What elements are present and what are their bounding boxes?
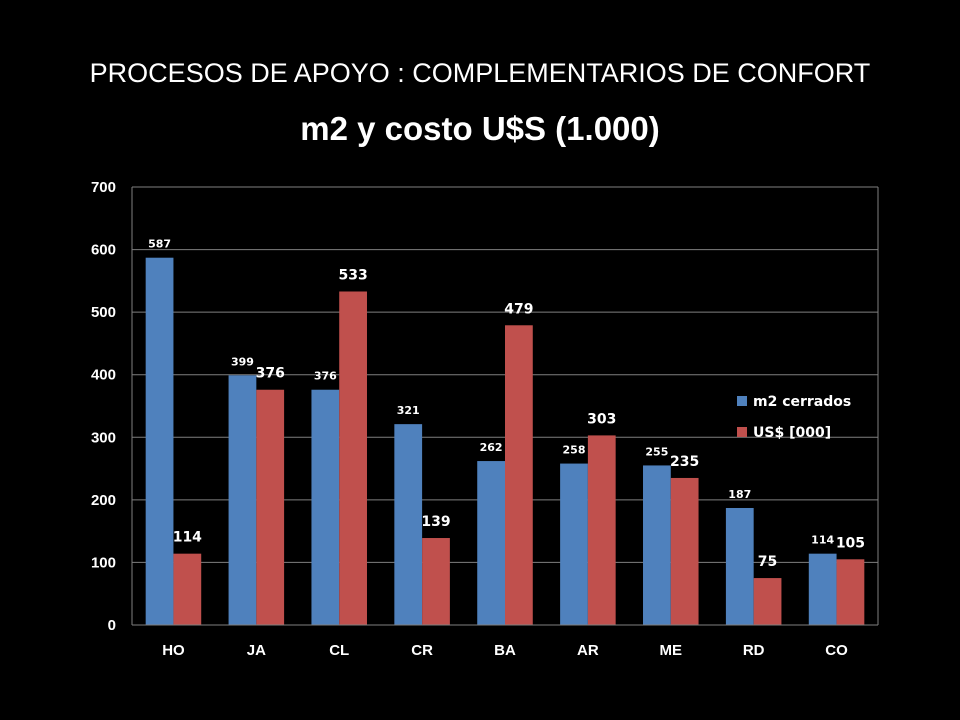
bar-usd-ja [256, 389, 285, 625]
bar-usd-co [836, 559, 865, 625]
bar-m2-me [643, 465, 671, 625]
y-tick-label: 600 [91, 242, 116, 259]
data-label: 258 [563, 444, 586, 457]
bar-usd-cl [339, 291, 367, 625]
bar-m2-rd [725, 507, 754, 625]
x-tick-label: BA [494, 642, 516, 659]
x-tick-label: CL [329, 642, 349, 659]
legend-swatch [737, 427, 747, 437]
y-tick-label: 0 [108, 617, 116, 634]
y-tick-label: 100 [91, 554, 116, 571]
x-tick-label: CR [411, 642, 433, 659]
data-label: 187 [728, 488, 751, 501]
bar-usd-rd [753, 578, 782, 625]
bar-usd-ba [505, 325, 533, 625]
data-label: 262 [480, 441, 503, 454]
bar-usd-ar [587, 435, 616, 625]
legend-label: m2 cerrados [753, 394, 851, 410]
data-label: 376 [256, 366, 285, 382]
x-tick-label: AR [577, 642, 599, 659]
y-tick-label: 500 [91, 304, 116, 321]
x-tick-label: JA [247, 642, 266, 659]
x-tick-label: RD [743, 642, 765, 659]
data-label: 399 [231, 355, 254, 368]
bar-usd-ho [173, 553, 202, 625]
data-label: 105 [836, 535, 865, 551]
data-label: 321 [397, 404, 420, 417]
bar-m2-co [808, 553, 837, 625]
y-tick-label: 200 [91, 492, 116, 509]
bar-m2-cr [394, 424, 423, 625]
bar-m2-ho [145, 257, 174, 625]
x-tick-label: CO [825, 642, 848, 659]
y-tick-label: 400 [91, 367, 116, 384]
legend-swatch [737, 396, 747, 406]
bar-m2-ar [560, 463, 588, 625]
bar-m2-cl [311, 389, 340, 625]
data-label: 139 [421, 514, 450, 530]
data-label: 114 [173, 530, 202, 546]
bar-m2-ja [228, 375, 257, 625]
data-label: 255 [645, 445, 668, 458]
data-label: 479 [504, 301, 533, 317]
data-label: 376 [314, 370, 337, 383]
bar-usd-me [670, 477, 699, 625]
legend-label: US$ [000] [753, 425, 831, 441]
data-label: 533 [338, 267, 367, 283]
data-label: 114 [811, 534, 834, 547]
y-tick-label: 300 [91, 429, 116, 446]
x-tick-label: HO [162, 642, 185, 659]
data-label: 235 [670, 454, 699, 470]
bar-m2-ba [477, 461, 505, 625]
chart-title: m2 y costo U$S (1.000) [300, 110, 660, 147]
slide-title: PROCESOS DE APOYO : COMPLEMENTARIOS DE C… [89, 58, 871, 88]
data-label: 303 [587, 411, 616, 427]
x-tick-label: ME [660, 642, 683, 659]
bar-usd-cr [422, 538, 450, 625]
data-label: 75 [758, 554, 777, 570]
data-label: 587 [148, 238, 171, 251]
y-tick-label: 700 [91, 179, 116, 196]
